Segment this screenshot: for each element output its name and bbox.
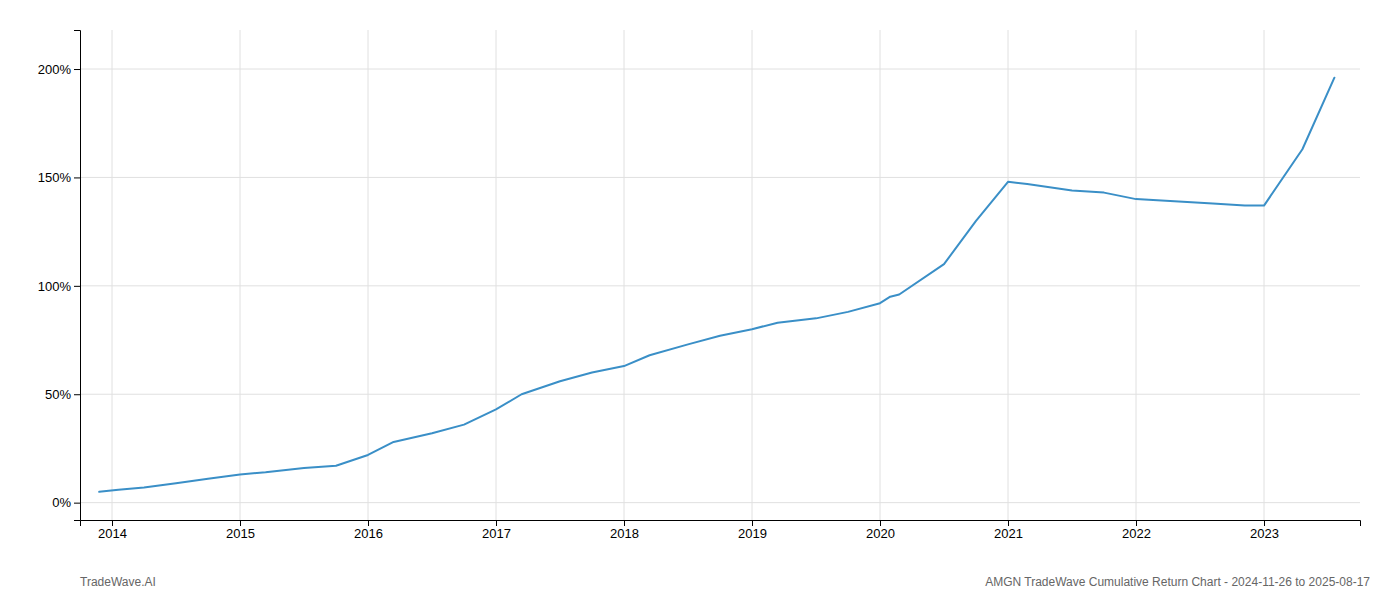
y-tick-label: 100% bbox=[38, 279, 72, 294]
x-tick-label: 2014 bbox=[98, 526, 127, 541]
x-tick-mark bbox=[1008, 520, 1009, 526]
y-tick-mark bbox=[74, 503, 80, 504]
y-tick-label: 200% bbox=[38, 62, 72, 77]
x-tick-mark bbox=[880, 520, 881, 526]
line bbox=[99, 78, 1334, 492]
y-axis: 0% 50% 100% 150% 200% bbox=[38, 31, 81, 521]
x-tick: 2017 bbox=[482, 520, 511, 541]
x-tick: 2014 bbox=[98, 520, 127, 541]
x-tick-mark bbox=[752, 520, 753, 526]
x-tick-label: 2020 bbox=[866, 526, 895, 541]
x-tick: 2020 bbox=[866, 520, 895, 541]
grid-line-x bbox=[624, 30, 625, 520]
x-axis-line bbox=[81, 521, 1361, 527]
x-tick-label: 2021 bbox=[994, 526, 1023, 541]
x-tick-label: 2016 bbox=[354, 526, 383, 541]
y-tick-mark bbox=[74, 177, 80, 178]
y-tick: 50% bbox=[45, 387, 80, 402]
grid-line-x bbox=[880, 30, 881, 520]
y-tick-mark bbox=[74, 69, 80, 70]
y-tick-label: 50% bbox=[45, 387, 71, 402]
grid-line-y bbox=[80, 177, 1360, 178]
y-tick: 0% bbox=[52, 495, 80, 510]
x-tick: 2016 bbox=[354, 520, 383, 541]
y-tick-mark bbox=[74, 394, 80, 395]
chart: 2014 2015 2016 2017 2018 2019 2020 2021 2022 2023… bbox=[0, 0, 1400, 600]
x-axis: 2014 2015 2016 2017 2018 2019 2020 2021 2022 2023 bbox=[81, 520, 1361, 541]
grid-line-x bbox=[240, 30, 241, 520]
x-tick-label: 2017 bbox=[482, 526, 511, 541]
x-tick-mark bbox=[624, 520, 625, 526]
grid bbox=[80, 30, 1360, 520]
y-tick: 100% bbox=[38, 279, 80, 294]
x-tick: 2018 bbox=[610, 520, 639, 541]
grid-line-x bbox=[1136, 30, 1137, 520]
y-tick-label: 150% bbox=[38, 170, 72, 185]
grid-line-y bbox=[80, 285, 1360, 286]
x-tick-mark bbox=[1136, 520, 1137, 526]
x-tick-label: 2023 bbox=[1250, 526, 1279, 541]
x-tick-label: 2022 bbox=[1122, 526, 1151, 541]
x-tick: 2019 bbox=[738, 520, 767, 541]
grid-line-x bbox=[368, 30, 369, 520]
x-tick-mark bbox=[112, 520, 113, 526]
grid-line-y bbox=[80, 69, 1360, 70]
plot-area: 2014 2015 2016 2017 2018 2019 2020 2021 2022 2023… bbox=[38, 30, 1361, 541]
y-axis-line bbox=[74, 31, 81, 521]
x-tick-mark bbox=[1264, 520, 1265, 526]
grid-line-x bbox=[752, 30, 753, 520]
y-tick: 150% bbox=[38, 170, 80, 185]
x-tick: 2015 bbox=[226, 520, 255, 541]
grid-line-x bbox=[112, 30, 113, 520]
y-tick: 200% bbox=[38, 62, 80, 77]
series bbox=[99, 78, 1334, 492]
x-tick-mark bbox=[496, 520, 497, 526]
x-tick-label: 2019 bbox=[738, 526, 767, 541]
x-tick-label: 2015 bbox=[226, 526, 255, 541]
grid-line-y bbox=[80, 394, 1360, 395]
x-tick: 2022 bbox=[1122, 520, 1151, 541]
footer-text: TradeWave.AI bbox=[80, 575, 156, 589]
grid-line-y bbox=[80, 502, 1360, 503]
x-tick-mark bbox=[240, 520, 241, 526]
grid-line-x bbox=[496, 30, 497, 520]
y-tick-mark bbox=[74, 286, 80, 287]
x-tick-label: 2018 bbox=[610, 526, 639, 541]
x-tick: 2023 bbox=[1250, 520, 1279, 541]
x-tick-mark bbox=[368, 520, 369, 526]
annotations: TradeWave.AI AMGN TradeWave Cumulative Re… bbox=[80, 575, 1370, 589]
x-tick: 2021 bbox=[994, 520, 1023, 541]
grid-line-x bbox=[1264, 30, 1265, 520]
y-tick-label: 0% bbox=[52, 495, 71, 510]
grid-line-x bbox=[1008, 30, 1009, 520]
footer-text: AMGN TradeWave Cumulative Return Chart -… bbox=[985, 575, 1370, 589]
